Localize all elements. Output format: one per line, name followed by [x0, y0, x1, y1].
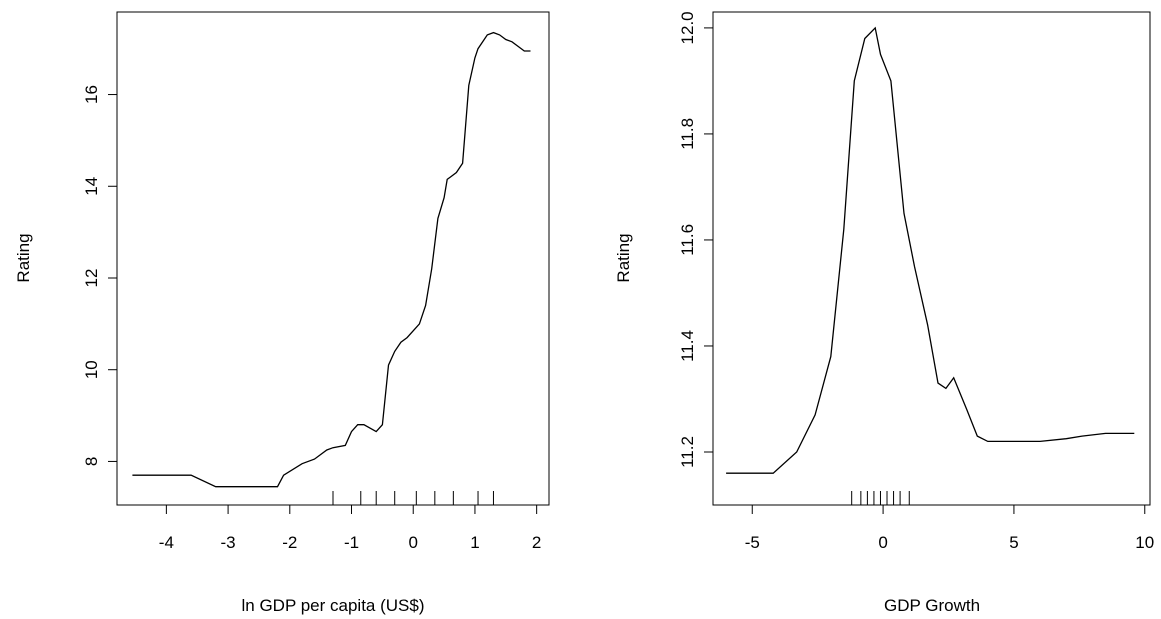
- y-axis-left: 8 10 12 14 16: [82, 85, 117, 466]
- y-tick-label: 12: [82, 269, 101, 288]
- x-tick-label: -2: [282, 533, 297, 552]
- x-axis-title-right: GDP Growth: [884, 596, 980, 615]
- series-line: [132, 31, 531, 488]
- x-tick-label: 0: [408, 533, 417, 552]
- y-tick-label: 14: [82, 177, 101, 196]
- series-line-left: [132, 31, 531, 488]
- y-tick-label: 8: [82, 457, 101, 466]
- rug-right: [851, 491, 910, 505]
- y-axis-title-left: Rating: [14, 233, 33, 282]
- x-tick-label: 1: [470, 533, 479, 552]
- series-line-right: [726, 26, 1135, 474]
- x-tick-label: 5: [1009, 533, 1018, 552]
- plot-frame-left: [116, 11, 550, 506]
- y-tick-label: 12.0: [678, 11, 697, 44]
- y-tick-label: 10: [82, 360, 101, 379]
- chart-gdp-growth: -5 0 5 10 11.2 11.4 11.6 11.8 12.0 GDP Growth R…: [614, 11, 1154, 615]
- x-tick-label: -3: [221, 533, 236, 552]
- plot-frame-right: [712, 11, 1151, 506]
- x-tick-label: -1: [344, 533, 359, 552]
- x-axis-left: -4 -3 -2 -1 0 1 2: [159, 505, 541, 552]
- series-line: [726, 26, 1135, 474]
- x-axis-right: -5 0 5 10: [745, 505, 1154, 552]
- x-axis-title-left: ln GDP per capita (US$): [242, 596, 425, 615]
- x-tick-label: 10: [1135, 533, 1154, 552]
- x-tick-label: -5: [745, 533, 760, 552]
- rug-left: [332, 491, 494, 505]
- y-tick-label: 11.2: [678, 436, 697, 468]
- y-axis-title-right: Rating: [614, 233, 633, 282]
- y-axis-right: 11.2 11.4 11.6 11.8 12.0: [678, 11, 713, 468]
- y-tick-label: 16: [82, 85, 101, 104]
- y-tick-label: 11.8: [678, 118, 697, 150]
- x-tick-label: -4: [159, 533, 174, 552]
- y-tick-label: 11.6: [678, 224, 697, 256]
- x-tick-label: 0: [878, 533, 887, 552]
- x-tick-label: 2: [532, 533, 541, 552]
- y-tick-label: 11.4: [678, 330, 697, 362]
